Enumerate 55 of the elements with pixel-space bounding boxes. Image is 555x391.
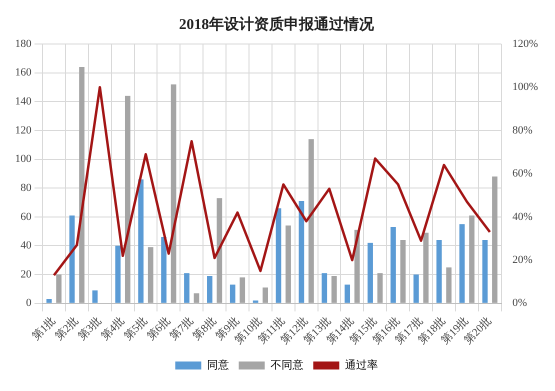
bar bbox=[368, 242, 373, 303]
y-tick-label: 80 bbox=[20, 182, 32, 194]
bar bbox=[286, 226, 291, 303]
bar bbox=[446, 267, 452, 303]
y-tick-label: 160 bbox=[15, 66, 32, 79]
bar bbox=[459, 224, 465, 303]
bar bbox=[262, 287, 268, 303]
bar bbox=[423, 232, 429, 303]
bar bbox=[115, 246, 121, 303]
bar bbox=[46, 299, 52, 303]
y-tick-label: 40 bbox=[20, 240, 32, 252]
y-tick-label: 120 bbox=[15, 124, 32, 136]
bar bbox=[436, 240, 442, 303]
bar bbox=[413, 274, 419, 303]
bar bbox=[194, 293, 200, 303]
bar bbox=[322, 273, 328, 303]
bar bbox=[92, 290, 98, 303]
y2-tick-label: 40% bbox=[512, 210, 533, 223]
bar bbox=[148, 247, 154, 303]
y2-tick-label: 120% bbox=[512, 38, 538, 50]
legend-label: 同意 bbox=[206, 358, 229, 372]
bar bbox=[240, 277, 246, 303]
bar bbox=[377, 273, 383, 303]
y2-tick-label: 20% bbox=[512, 254, 533, 266]
y-tick-label: 0 bbox=[26, 297, 32, 310]
legend-label: 通过率 bbox=[344, 358, 378, 372]
bar bbox=[124, 96, 130, 303]
bar bbox=[482, 240, 488, 303]
y-tick-label: 100 bbox=[15, 153, 32, 166]
y-tick-label: 60 bbox=[20, 210, 32, 223]
bar bbox=[230, 284, 236, 303]
bar bbox=[138, 179, 144, 303]
bar bbox=[184, 273, 190, 303]
bar bbox=[56, 274, 62, 303]
bar bbox=[469, 215, 474, 303]
y-tick-label: 20 bbox=[20, 268, 32, 280]
y2-tick-label: 0% bbox=[512, 297, 528, 310]
bar bbox=[276, 208, 282, 303]
bar bbox=[344, 284, 350, 303]
y2-tick-label: 100% bbox=[512, 81, 538, 94]
bar bbox=[252, 300, 258, 303]
bar bbox=[331, 276, 337, 303]
y-tick-label: 180 bbox=[15, 38, 32, 50]
legend-label: 不同意 bbox=[270, 358, 304, 372]
bar bbox=[79, 67, 84, 303]
chart-title: 2018年设计资质申报通过情况 bbox=[179, 16, 375, 33]
y2-tick-label: 60% bbox=[512, 168, 533, 180]
bar bbox=[308, 139, 314, 303]
y-tick-label: 140 bbox=[15, 96, 32, 108]
bar bbox=[492, 176, 498, 303]
y2-tick-label: 80% bbox=[512, 124, 533, 136]
bar bbox=[207, 276, 212, 303]
bar bbox=[161, 237, 166, 303]
bar bbox=[400, 240, 406, 303]
bar bbox=[390, 226, 396, 303]
